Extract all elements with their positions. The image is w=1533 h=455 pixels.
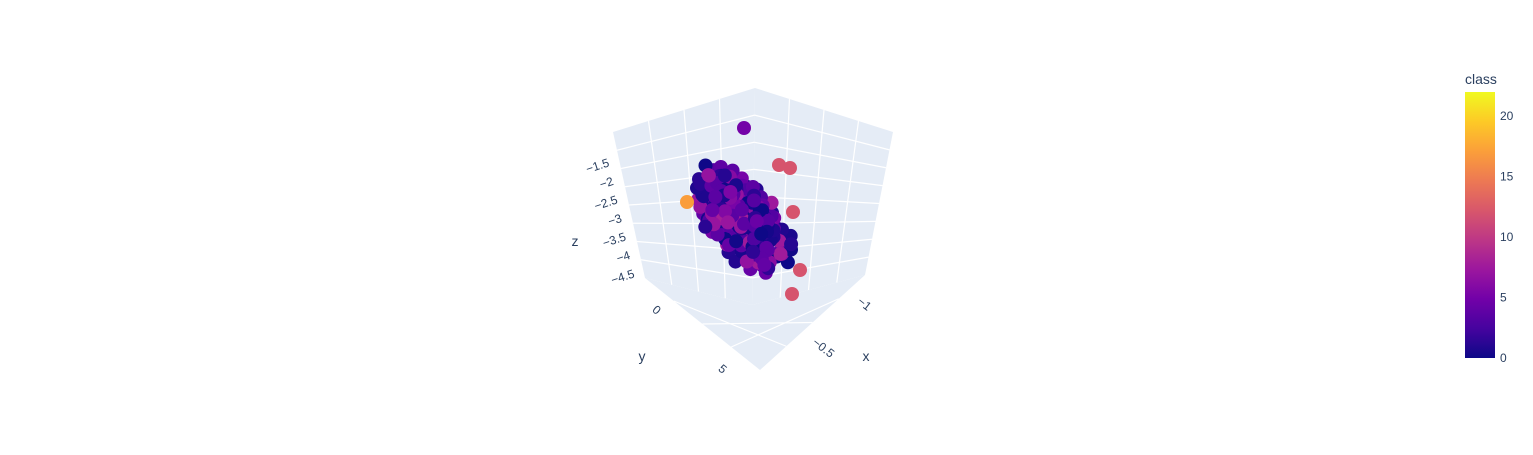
data-point[interactable] [705,203,719,217]
colorbar-ticks: 0 5 10 15 20 [1500,109,1514,365]
data-point[interactable] [785,287,799,301]
y-tick-label: 5 [716,361,730,376]
z-tick-label: −1.5 [584,155,611,176]
data-point[interactable] [737,121,751,135]
y-axis-title: y [639,348,646,364]
colorbar: class 0 5 10 15 20 [1465,71,1514,365]
data-point-class-17[interactable] [680,195,694,209]
data-point[interactable] [721,215,735,229]
colorbar-tick-label: 20 [1500,109,1514,123]
colorbar-tick-label: 0 [1500,351,1507,365]
data-point[interactable] [746,245,760,259]
data-point[interactable] [702,169,716,183]
data-point-class-12[interactable] [786,205,800,219]
data-point[interactable] [784,237,798,251]
data-point[interactable] [774,247,788,261]
z-tick-label: −2 [598,174,616,192]
z-tick-label: −4 [615,248,633,266]
colorbar-gradient [1465,92,1495,358]
scene[interactable] [613,88,893,370]
data-point-class-12[interactable] [793,263,807,277]
data-point[interactable] [718,169,732,183]
data-point[interactable] [723,185,737,199]
data-point[interactable] [754,227,768,241]
colorbar-tick-label: 15 [1500,170,1514,184]
x-tick-label: −1 [855,294,875,314]
x-tick-label: −0.5 [810,335,838,361]
z-tick-label: −3 [606,211,624,229]
z-tick-label: −3.5 [601,229,628,250]
z-axis-title: z [572,233,579,249]
z-tick-label: −2.5 [592,192,619,213]
colorbar-tick-label: 5 [1500,291,1507,305]
x-axis-title: x [863,348,870,364]
data-point[interactable] [750,214,764,228]
data-point[interactable] [708,190,722,204]
data-point[interactable] [735,203,749,217]
data-point[interactable] [698,220,712,234]
data-point[interactable] [747,194,761,208]
data-point[interactable] [757,258,771,272]
colorbar-title: class [1465,71,1497,87]
data-point-class-12[interactable] [783,161,797,175]
y-tick-label: 0 [650,302,664,317]
colorbar-tick-label: 10 [1500,230,1514,244]
z-tick-label: −4.5 [609,266,636,287]
data-point[interactable] [729,234,743,248]
